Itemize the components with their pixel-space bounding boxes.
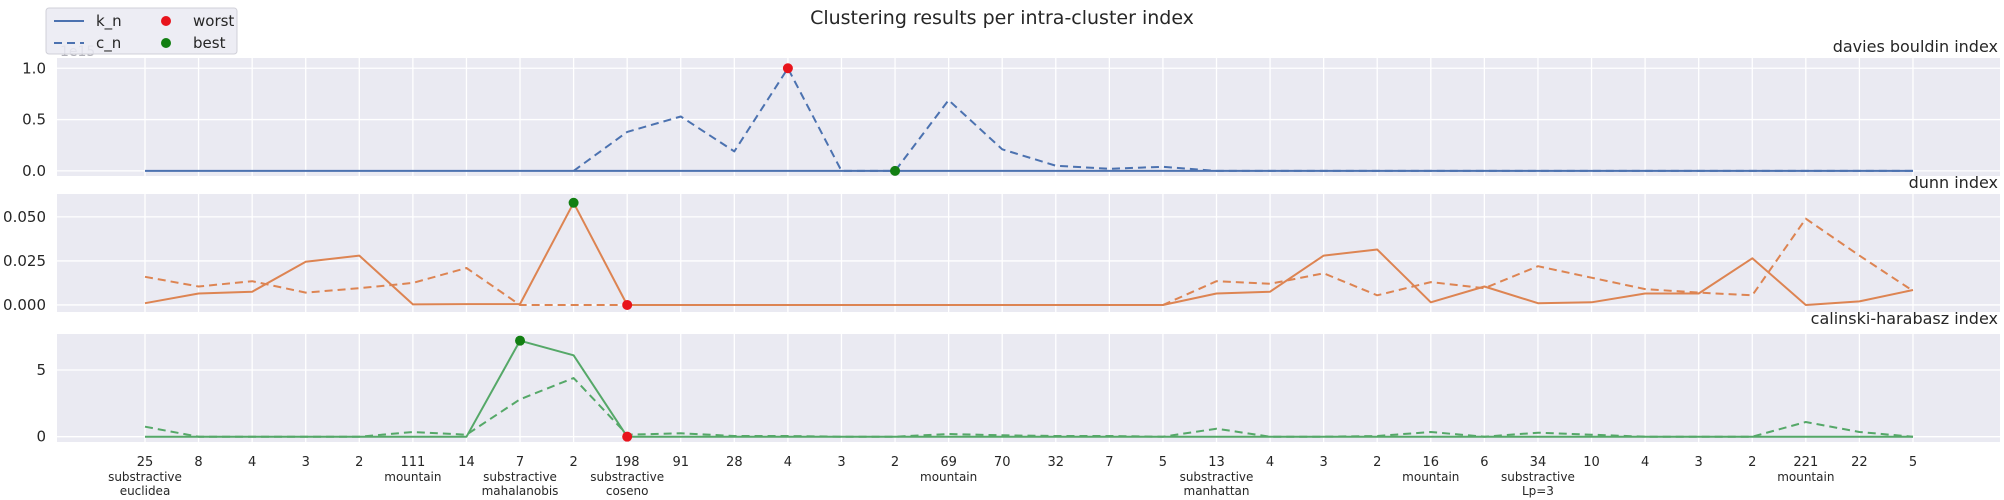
worst-marker [622,299,633,310]
panel-title: dunn index [1909,173,1998,192]
x-group-label: Lp=3 [1522,484,1554,498]
x-group-label: substractive [1501,470,1575,484]
x-tick-label: 8 [194,455,202,470]
x-tick-label: 221 [1793,455,1818,470]
x-tick-label: 2 [569,455,577,470]
x-tick-label: 2 [1748,455,1756,470]
y-tick-label: 0 [36,428,46,446]
y-tick-label: 0.0 [22,162,46,180]
series-lines [145,67,1913,172]
panel-davies-bouldin: 0.00.51.0 davies bouldin index 1e15 [22,37,2000,180]
x-group-label: mountain [920,470,977,484]
worst-marker [782,63,793,74]
x-tick-label: 3 [302,455,310,470]
x-tick-label: 4 [784,455,792,470]
y-tick-label: 5 [36,361,46,379]
panel-calinski-harabasz: 05 calinski-harabasz index [36,309,2000,446]
x-tick-label: 2 [355,455,363,470]
figure-title: Clustering results per intra-cluster ind… [810,7,1194,29]
extreme-markers [515,335,633,442]
series-lines [144,201,1914,306]
legend-box [45,7,238,55]
x-tick-label: 3 [1320,455,1328,470]
x-tick-label: 5 [1159,455,1167,470]
x-group-label: euclidea [120,484,171,498]
y-tick-labels: 05 [36,361,46,446]
x-group-label: coseno [606,484,649,498]
y-tick-labels: 0.000 0.025 0.050 [3,208,46,314]
x-group-label: substractive [590,470,664,484]
x-tick-label: 7 [1105,455,1113,470]
x-tick-label: 32 [1048,455,1065,470]
x-tick-label: 13 [1208,455,1225,470]
x-tick-label: 70 [994,455,1011,470]
y-tick-label: 0.050 [3,208,46,226]
y-tick-label: 0.025 [3,252,46,270]
y-tick-label: 0.5 [22,111,46,129]
x-group-label: substractive [1180,470,1254,484]
best-marker [515,335,526,346]
x-tick-label: 111 [400,455,425,470]
x-tick-label: 4 [248,455,256,470]
x-group-label: substractive [483,470,557,484]
x-tick-label: 6 [1480,455,1488,470]
series-lines [144,339,1914,438]
x-tick-label: 2 [891,455,899,470]
y-tick-labels: 0.0 0.5 1.0 [22,59,46,180]
x-group-label: mahalanobis [482,484,559,498]
worst-marker [622,431,633,442]
x-tick-label: 22 [1851,455,1868,470]
panel-dunn: 0.000 0.025 0.050 dunn index [3,173,2000,314]
legend-best-marker [161,38,171,48]
x-tick-label: 34 [1530,455,1547,470]
x-tick-label: 10 [1583,455,1600,470]
legend-cn-label: c_n [96,34,121,53]
x-tick-label: 4 [1641,455,1649,470]
extreme-markers [782,63,901,176]
best-marker [890,165,901,176]
extreme-markers [568,197,633,310]
x-tick-label: 28 [726,455,743,470]
legend-best-label: best [193,34,226,52]
legend-kn-label: k_n [96,12,122,31]
x-tick-label: 91 [672,455,689,470]
legend-worst-label: worst [193,12,234,30]
panel-title: calinski-harabasz index [1811,309,1998,328]
series-line-c_n [144,217,1914,306]
y-tick-label: 0.000 [3,296,46,314]
legend: k_n c_n worst best [45,7,238,55]
x-tick-label: 25 [137,455,154,470]
series-line-c_n [144,377,1914,438]
x-tick-label: 3 [1695,455,1703,470]
series-line-k_n [144,201,1914,306]
x-tick-label: 2 [1373,455,1381,470]
plot-area [57,194,2000,312]
x-tick-label: 14 [458,455,475,470]
grid-lines [57,194,2000,312]
x-tick-label: 7 [516,455,524,470]
x-group-label: manhattan [1184,484,1250,498]
x-tick-label: 3 [837,455,845,470]
best-marker [568,197,579,208]
x-tick-label: 4 [1266,455,1274,470]
plot-area [57,334,2000,442]
x-tick-label: 5 [1909,455,1917,470]
x-tick-label: 16 [1423,455,1440,470]
panel-title: davies bouldin index [1833,37,1998,56]
x-group-label: mountain [1777,470,1834,484]
x-group-label: mountain [1402,470,1459,484]
x-group-label: mountain [384,470,441,484]
x-tick-label: 198 [615,455,640,470]
series-line-c_n [573,67,1913,172]
legend-worst-marker [161,16,171,26]
y-tick-label: 1.0 [22,59,46,77]
x-tick-label: 69 [940,455,957,470]
x-group-label: substractive [108,470,182,484]
